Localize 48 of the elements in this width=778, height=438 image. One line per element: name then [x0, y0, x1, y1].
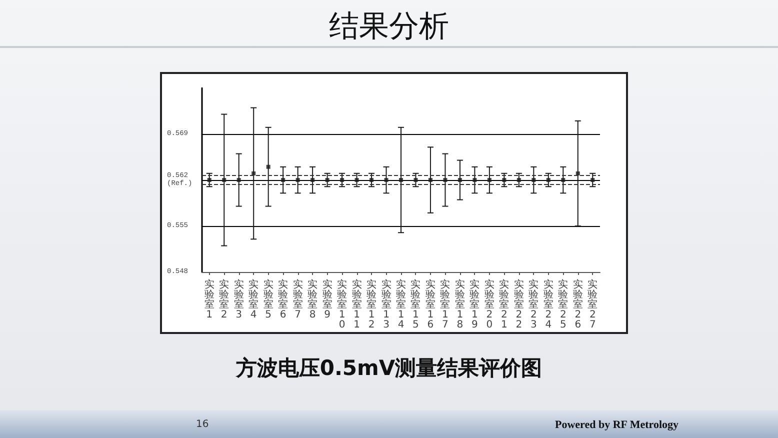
- point: [252, 171, 256, 176]
- point: [487, 178, 492, 182]
- point: [266, 164, 270, 169]
- x-tick-label: 实验室25: [558, 278, 568, 330]
- x-tick-label: 实验室24: [543, 278, 554, 330]
- x-tick-label: 实验室12: [366, 278, 377, 330]
- point: [384, 178, 388, 182]
- text: 16: [196, 419, 209, 430]
- point: [561, 178, 566, 182]
- x-tick-label: 实验室21: [499, 278, 510, 330]
- text: Powered by RF Metrology: [555, 419, 679, 431]
- point: [576, 171, 580, 176]
- point: [458, 178, 462, 182]
- x-tick-label: 实验室15: [410, 278, 421, 330]
- point: [443, 178, 448, 182]
- x-tick-label: 实验室7: [292, 278, 303, 320]
- x-tick-label: 实验室8: [308, 278, 318, 320]
- x-tick-label: 实验室6: [278, 278, 288, 320]
- x-tick-label: 实验室5: [263, 278, 274, 320]
- x-tick-label: 实验室26: [572, 278, 583, 330]
- x-tick-label: 实验室27: [588, 278, 598, 330]
- x-tick-label: 实验室3: [234, 278, 244, 320]
- x-tick-label: 实验室2: [219, 278, 230, 320]
- point: [236, 178, 241, 182]
- x-tick-label: 实验室19: [470, 278, 480, 330]
- x-tick-label: 实验室22: [514, 278, 524, 330]
- point: [296, 178, 300, 182]
- point: [472, 178, 477, 182]
- point: [399, 178, 403, 182]
- x-tick-label: 实验室10: [337, 278, 348, 330]
- point: [281, 178, 286, 182]
- x-tick-label: 实验室17: [440, 278, 450, 330]
- x-tick-label: 实验室23: [528, 278, 539, 330]
- point: [310, 178, 315, 182]
- text: 方波电压0.5mV测量结果评价图: [234, 355, 544, 382]
- x-tick-label: 实验室14: [396, 278, 406, 330]
- point: [428, 178, 432, 182]
- x-tick-label: 实验室1: [204, 278, 214, 320]
- x-tick-label: 实验室13: [381, 278, 392, 330]
- point: [532, 178, 536, 182]
- x-tick-label: 实验室20: [484, 278, 494, 330]
- point: [222, 178, 226, 182]
- x-tick-label: 实验室18: [454, 278, 465, 330]
- x-tick-label: 实验室9: [322, 278, 332, 320]
- x-tick-label: 实验室11: [352, 278, 362, 330]
- chart-title: 结果分析: [328, 8, 450, 46]
- x-tick-label: 实验室4: [248, 278, 259, 320]
- x-tick-label: 实验室16: [425, 278, 436, 330]
